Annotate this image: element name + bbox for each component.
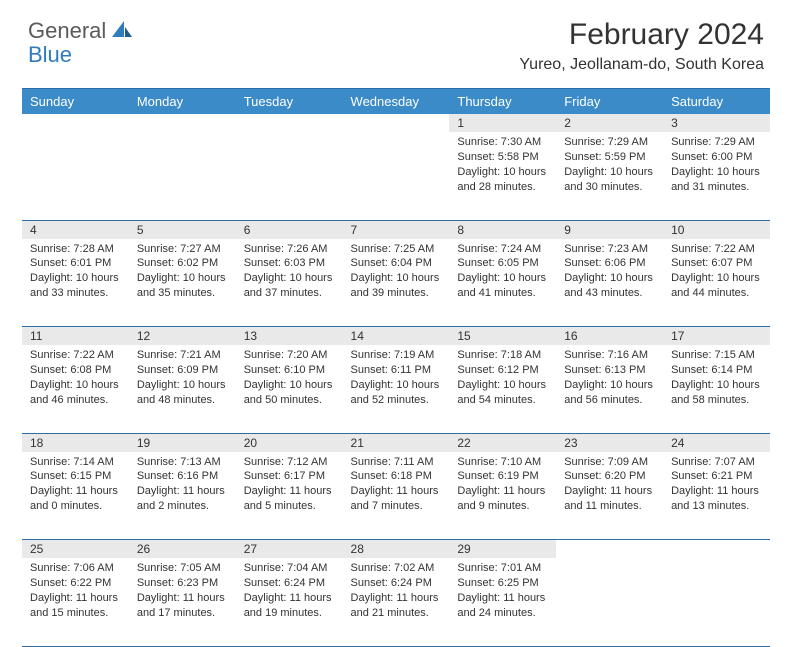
weekday-header: Wednesday — [343, 89, 450, 115]
day-number-cell: 19 — [129, 433, 236, 452]
day-detail-cell: Sunrise: 7:07 AMSunset: 6:21 PMDaylight:… — [663, 452, 770, 540]
day-detail-cell: Sunrise: 7:11 AMSunset: 6:18 PMDaylight:… — [343, 452, 450, 540]
day-detail-cell: Sunrise: 7:18 AMSunset: 6:12 PMDaylight:… — [449, 345, 556, 433]
day-detail-cell — [236, 132, 343, 220]
day-detail-cell: Sunrise: 7:10 AMSunset: 6:19 PMDaylight:… — [449, 452, 556, 540]
day-number-cell: 13 — [236, 327, 343, 346]
title-block: February 2024 Yureo, Jeollanam-do, South… — [519, 18, 764, 74]
day-detail-cell — [556, 558, 663, 646]
day-number-cell: 12 — [129, 327, 236, 346]
weekday-header: Tuesday — [236, 89, 343, 115]
day-number-cell: 17 — [663, 327, 770, 346]
day-number-cell: 24 — [663, 433, 770, 452]
brand-part1: General — [28, 18, 106, 44]
day-number-cell: 16 — [556, 327, 663, 346]
day-number-row: 45678910 — [22, 220, 770, 239]
day-number-cell: 25 — [22, 540, 129, 559]
day-detail-cell: Sunrise: 7:23 AMSunset: 6:06 PMDaylight:… — [556, 239, 663, 327]
day-detail-cell: Sunrise: 7:27 AMSunset: 6:02 PMDaylight:… — [129, 239, 236, 327]
day-number-row: 11121314151617 — [22, 327, 770, 346]
day-detail-cell: Sunrise: 7:12 AMSunset: 6:17 PMDaylight:… — [236, 452, 343, 540]
day-number-cell: 28 — [343, 540, 450, 559]
day-detail-row: Sunrise: 7:30 AMSunset: 5:58 PMDaylight:… — [22, 132, 770, 220]
day-number-cell — [236, 114, 343, 132]
day-detail-cell: Sunrise: 7:05 AMSunset: 6:23 PMDaylight:… — [129, 558, 236, 646]
day-number-cell: 21 — [343, 433, 450, 452]
day-detail-cell: Sunrise: 7:01 AMSunset: 6:25 PMDaylight:… — [449, 558, 556, 646]
day-detail-row: Sunrise: 7:06 AMSunset: 6:22 PMDaylight:… — [22, 558, 770, 646]
location-subtitle: Yureo, Jeollanam-do, South Korea — [519, 56, 764, 74]
brand-part2: Blue — [28, 42, 72, 67]
day-detail-cell: Sunrise: 7:13 AMSunset: 6:16 PMDaylight:… — [129, 452, 236, 540]
day-number-cell: 4 — [22, 220, 129, 239]
day-number-row: 123 — [22, 114, 770, 132]
day-number-cell: 8 — [449, 220, 556, 239]
day-detail-cell: Sunrise: 7:29 AMSunset: 6:00 PMDaylight:… — [663, 132, 770, 220]
brand-logo: General — [28, 18, 136, 44]
day-number-cell: 9 — [556, 220, 663, 239]
weekday-header: Friday — [556, 89, 663, 115]
weekday-header: Thursday — [449, 89, 556, 115]
day-detail-cell: Sunrise: 7:06 AMSunset: 6:22 PMDaylight:… — [22, 558, 129, 646]
day-number-cell: 2 — [556, 114, 663, 132]
day-number-cell: 29 — [449, 540, 556, 559]
day-number-cell — [556, 540, 663, 559]
day-number-cell: 22 — [449, 433, 556, 452]
day-detail-cell: Sunrise: 7:02 AMSunset: 6:24 PMDaylight:… — [343, 558, 450, 646]
day-detail-cell — [22, 132, 129, 220]
day-number-cell — [343, 114, 450, 132]
header: General February 2024 Yureo, Jeollanam-d… — [0, 0, 792, 80]
weekday-header: Saturday — [663, 89, 770, 115]
weekday-header: Sunday — [22, 89, 129, 115]
day-number-cell: 14 — [343, 327, 450, 346]
day-number-cell — [663, 540, 770, 559]
calendar-header-row: SundayMondayTuesdayWednesdayThursdayFrid… — [22, 89, 770, 115]
day-detail-row: Sunrise: 7:14 AMSunset: 6:15 PMDaylight:… — [22, 452, 770, 540]
day-detail-cell: Sunrise: 7:04 AMSunset: 6:24 PMDaylight:… — [236, 558, 343, 646]
day-number-cell: 15 — [449, 327, 556, 346]
day-number-cell — [129, 114, 236, 132]
day-number-cell — [22, 114, 129, 132]
day-number-cell: 20 — [236, 433, 343, 452]
day-detail-cell: Sunrise: 7:15 AMSunset: 6:14 PMDaylight:… — [663, 345, 770, 433]
day-detail-cell — [343, 132, 450, 220]
day-detail-cell: Sunrise: 7:25 AMSunset: 6:04 PMDaylight:… — [343, 239, 450, 327]
brand-sail-icon — [110, 19, 134, 44]
day-detail-cell: Sunrise: 7:24 AMSunset: 6:05 PMDaylight:… — [449, 239, 556, 327]
day-detail-cell: Sunrise: 7:22 AMSunset: 6:08 PMDaylight:… — [22, 345, 129, 433]
weekday-header: Monday — [129, 89, 236, 115]
day-number-cell: 7 — [343, 220, 450, 239]
day-detail-cell: Sunrise: 7:09 AMSunset: 6:20 PMDaylight:… — [556, 452, 663, 540]
day-detail-cell: Sunrise: 7:19 AMSunset: 6:11 PMDaylight:… — [343, 345, 450, 433]
day-detail-cell: Sunrise: 7:28 AMSunset: 6:01 PMDaylight:… — [22, 239, 129, 327]
day-number-cell: 27 — [236, 540, 343, 559]
day-number-cell: 10 — [663, 220, 770, 239]
day-number-cell: 23 — [556, 433, 663, 452]
day-detail-cell: Sunrise: 7:30 AMSunset: 5:58 PMDaylight:… — [449, 132, 556, 220]
day-detail-cell: Sunrise: 7:21 AMSunset: 6:09 PMDaylight:… — [129, 345, 236, 433]
day-detail-cell: Sunrise: 7:14 AMSunset: 6:15 PMDaylight:… — [22, 452, 129, 540]
day-detail-cell — [129, 132, 236, 220]
day-detail-cell: Sunrise: 7:20 AMSunset: 6:10 PMDaylight:… — [236, 345, 343, 433]
day-number-cell: 6 — [236, 220, 343, 239]
day-number-cell: 3 — [663, 114, 770, 132]
day-detail-row: Sunrise: 7:28 AMSunset: 6:01 PMDaylight:… — [22, 239, 770, 327]
day-detail-cell: Sunrise: 7:16 AMSunset: 6:13 PMDaylight:… — [556, 345, 663, 433]
brand-part2-wrap: Blue — [28, 42, 72, 68]
day-detail-row: Sunrise: 7:22 AMSunset: 6:08 PMDaylight:… — [22, 345, 770, 433]
day-number-row: 18192021222324 — [22, 433, 770, 452]
day-number-cell: 5 — [129, 220, 236, 239]
day-detail-cell: Sunrise: 7:22 AMSunset: 6:07 PMDaylight:… — [663, 239, 770, 327]
day-detail-cell — [663, 558, 770, 646]
calendar-table: SundayMondayTuesdayWednesdayThursdayFrid… — [22, 88, 770, 647]
day-number-cell: 1 — [449, 114, 556, 132]
day-number-row: 2526272829 — [22, 540, 770, 559]
day-number-cell: 26 — [129, 540, 236, 559]
page-title: February 2024 — [519, 18, 764, 52]
day-number-cell: 18 — [22, 433, 129, 452]
day-detail-cell: Sunrise: 7:29 AMSunset: 5:59 PMDaylight:… — [556, 132, 663, 220]
day-detail-cell: Sunrise: 7:26 AMSunset: 6:03 PMDaylight:… — [236, 239, 343, 327]
day-number-cell: 11 — [22, 327, 129, 346]
